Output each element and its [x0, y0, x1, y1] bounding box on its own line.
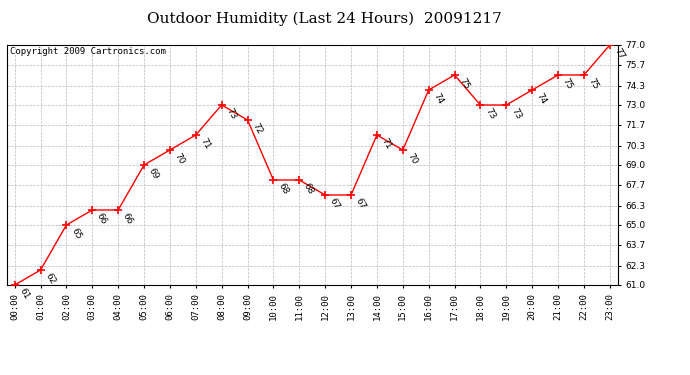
Text: 75: 75: [561, 76, 574, 91]
Text: 73: 73: [483, 106, 497, 121]
Text: 71: 71: [380, 136, 393, 151]
Text: 70: 70: [172, 152, 186, 166]
Text: 74: 74: [535, 92, 549, 106]
Text: 70: 70: [406, 152, 419, 166]
Text: 66: 66: [95, 211, 108, 226]
Text: 77: 77: [613, 46, 626, 61]
Text: 75: 75: [586, 76, 600, 91]
Text: 62: 62: [43, 272, 57, 286]
Text: 65: 65: [69, 226, 83, 241]
Text: 72: 72: [250, 122, 264, 136]
Text: 69: 69: [147, 166, 160, 181]
Text: Copyright 2009 Cartronics.com: Copyright 2009 Cartronics.com: [10, 47, 166, 56]
Text: 75: 75: [457, 76, 471, 91]
Text: 67: 67: [354, 196, 367, 211]
Text: 61: 61: [17, 286, 31, 301]
Text: Outdoor Humidity (Last 24 Hours)  20091217: Outdoor Humidity (Last 24 Hours) 2009121…: [147, 11, 502, 26]
Text: 73: 73: [224, 106, 238, 121]
Text: 68: 68: [276, 182, 290, 196]
Text: 71: 71: [199, 136, 212, 151]
Text: 68: 68: [302, 182, 315, 196]
Text: 74: 74: [431, 92, 445, 106]
Text: 73: 73: [509, 106, 522, 121]
Text: 66: 66: [121, 211, 135, 226]
Text: 67: 67: [328, 196, 342, 211]
